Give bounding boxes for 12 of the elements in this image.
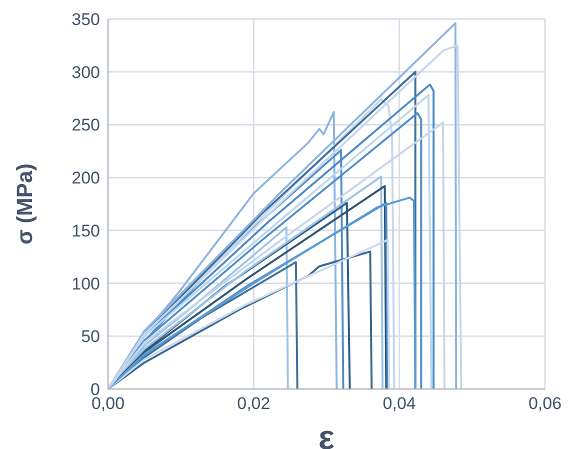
- y-tick-label: 300: [72, 62, 100, 82]
- y-tick-label: 200: [72, 168, 100, 188]
- y-axis-title: σ (MPa): [12, 163, 37, 245]
- x-tick-label: 0,00: [91, 394, 125, 414]
- x-tick-label: 0,06: [528, 394, 562, 414]
- x-tick-label: 0,04: [382, 394, 416, 414]
- y-tick-label: 150: [72, 221, 100, 240]
- y-tick-label: 350: [72, 10, 100, 30]
- x-tick-label: 0,02: [237, 394, 270, 414]
- y-tick-label: 250: [72, 116, 100, 135]
- y-tick-label: 100: [72, 274, 100, 294]
- y-tick-label: 50: [81, 327, 100, 346]
